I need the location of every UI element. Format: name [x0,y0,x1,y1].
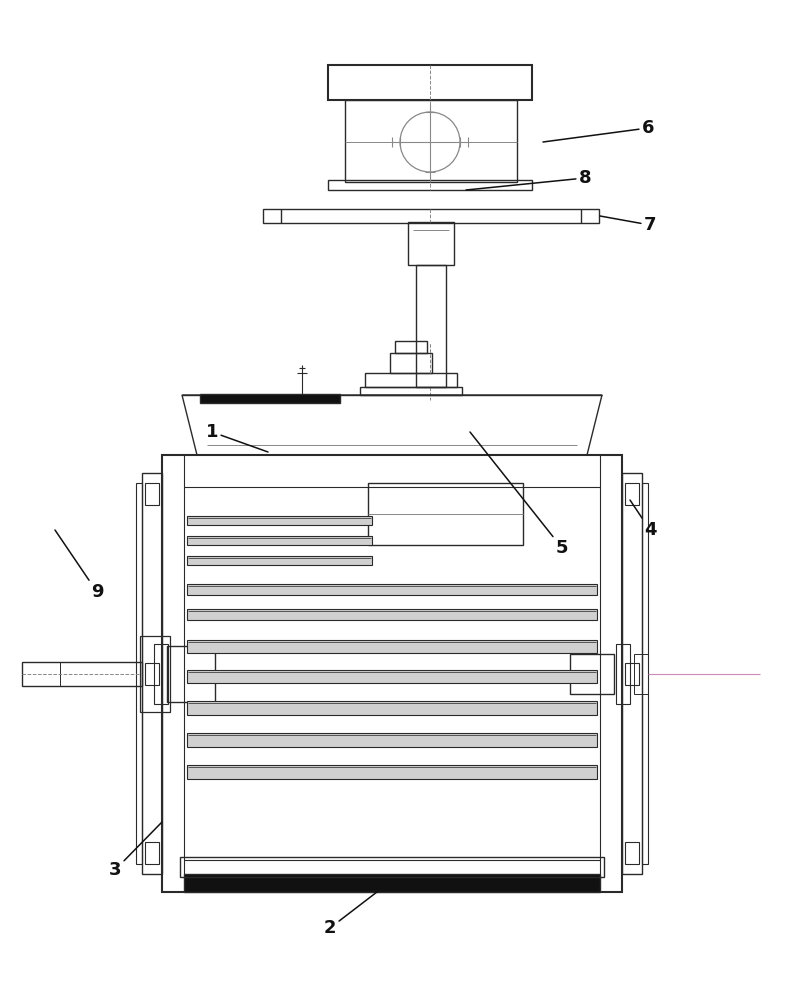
Bar [187,670,597,683]
Bar [625,663,639,685]
Text: 9: 9 [55,530,103,601]
Bar [162,455,622,892]
Bar [345,100,517,182]
Bar [625,842,639,864]
Bar [136,483,142,864]
Bar [642,483,648,864]
Bar [187,556,372,565]
Bar [145,842,159,864]
Text: 4: 4 [630,500,656,539]
Bar [187,765,597,779]
Bar [263,209,599,223]
Bar [145,663,159,685]
Bar [187,733,597,747]
Text: 1: 1 [206,423,268,452]
Bar [187,516,372,525]
Text: 5: 5 [470,432,568,557]
Bar [360,387,462,395]
Bar [184,874,600,892]
Text: 6: 6 [543,119,654,142]
Bar [154,644,168,704]
Bar [200,394,340,403]
Bar [142,473,162,874]
Bar [390,353,432,373]
Text: 8: 8 [466,169,591,190]
Bar [365,373,457,387]
Bar [187,584,597,595]
Bar [22,662,142,686]
Bar [570,654,614,694]
Text: 2: 2 [324,882,390,937]
Bar [616,644,630,704]
Bar [187,701,597,715]
Bar [395,341,427,353]
Bar [187,609,597,620]
Bar [187,640,597,653]
Bar [328,65,532,100]
Bar [140,636,170,712]
Bar [625,483,639,505]
Bar [416,265,446,387]
Bar [167,646,215,702]
Bar [634,654,648,694]
Text: 3: 3 [108,822,162,879]
Bar [187,536,372,545]
Bar [328,180,532,190]
Text: 7: 7 [600,216,656,234]
Bar [145,483,159,505]
Bar [408,222,454,265]
Bar [622,473,642,874]
Bar [180,857,604,877]
Bar [368,483,523,545]
